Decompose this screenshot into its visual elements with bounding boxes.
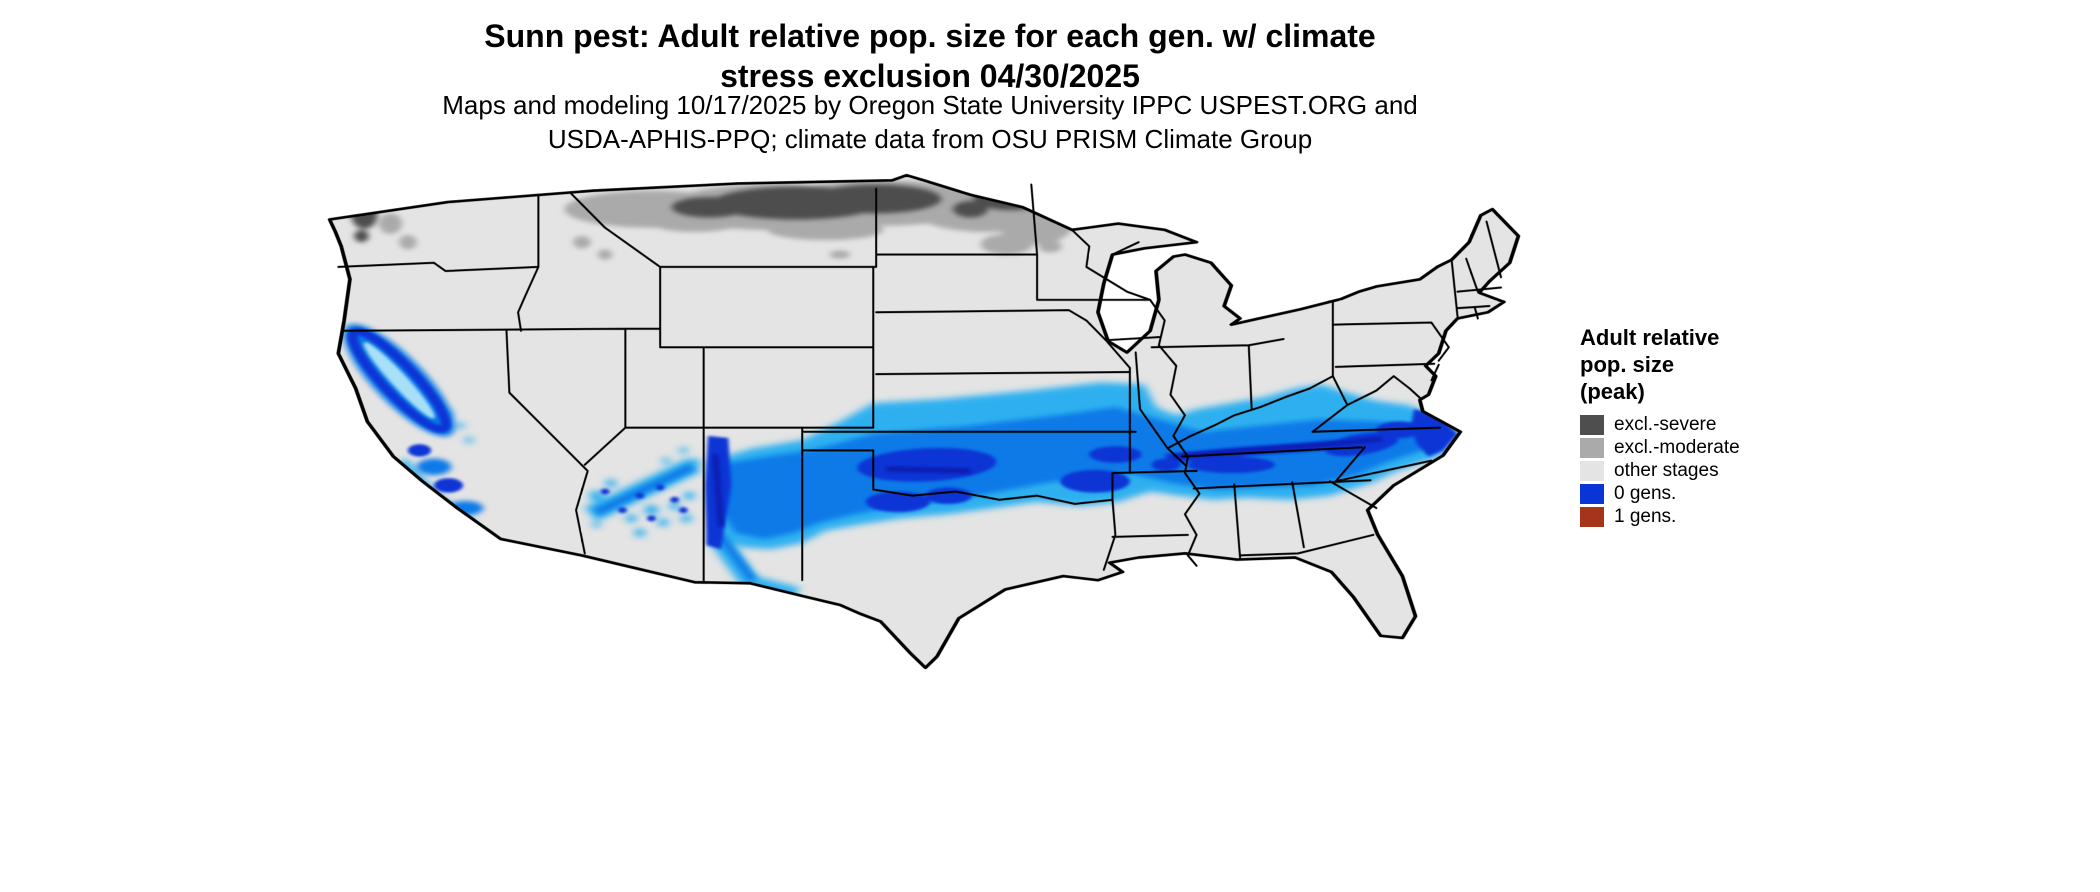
map-title: Sunn pest: Adult relative pop. size for … <box>0 16 1860 96</box>
legend-swatch-other-stages <box>1580 460 1604 481</box>
legend-swatch-excl-severe <box>1580 414 1604 435</box>
us-map <box>318 168 1530 675</box>
state-borders <box>338 184 1501 582</box>
legend-item: 0 gens. <box>1580 482 1880 505</box>
legend-title-line1: Adult relative <box>1580 325 1720 350</box>
legend-item: excl.-severe <box>1580 413 1880 436</box>
legend-swatch-1-gens <box>1580 506 1604 527</box>
map-title-line2: stress exclusion 04/30/2025 <box>720 58 1140 94</box>
legend-label: other stages <box>1614 460 1719 481</box>
legend-item: excl.-moderate <box>1580 436 1880 459</box>
excl-severe-region <box>351 183 1049 243</box>
legend-title: Adult relative pop. size (peak) <box>1580 324 1880 405</box>
legend-title-line2: pop. size <box>1580 352 1675 377</box>
legend-label: excl.-moderate <box>1614 437 1740 458</box>
legend-title-line3: (peak) <box>1580 379 1645 404</box>
legend-items: excl.-severe excl.-moderate other stages… <box>1580 413 1880 528</box>
map-title-line1: Sunn pest: Adult relative pop. size for … <box>484 18 1376 54</box>
legend-label: excl.-severe <box>1614 414 1717 435</box>
us-map-svg <box>327 173 1521 670</box>
map-subtitle-line2: USDA-APHIS-PPQ; climate data from OSU PR… <box>547 124 1313 154</box>
legend-swatch-0-gens <box>1580 483 1604 504</box>
map-subtitle: Maps and modeling 10/17/2025 by Oregon S… <box>0 88 1860 156</box>
legend-item: 1 gens. <box>1580 505 1880 528</box>
legend-label: 0 gens. <box>1614 483 1677 504</box>
pop-band-navy-region <box>363 342 1383 527</box>
legend: Adult relative pop. size (peak) excl.-se… <box>1580 324 1880 528</box>
legend-item: other stages <box>1580 459 1880 482</box>
legend-swatch-excl-moderate <box>1580 437 1604 458</box>
map-subtitle-line1: Maps and modeling 10/17/2025 by Oregon S… <box>442 90 1418 120</box>
legend-label: 1 gens. <box>1614 506 1677 527</box>
